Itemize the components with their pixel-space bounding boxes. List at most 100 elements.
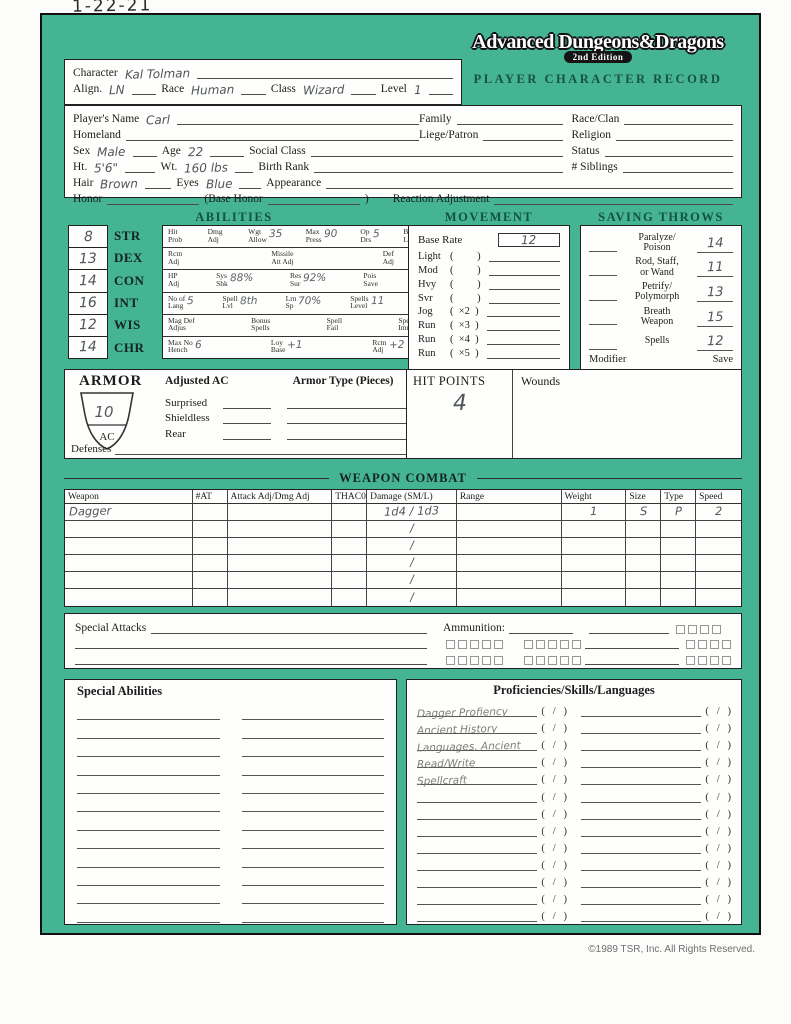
blank-line	[75, 637, 427, 649]
save-value: 13	[706, 284, 724, 301]
weapon-cell	[626, 572, 662, 589]
blank-line	[326, 177, 419, 189]
int-score: 16	[69, 293, 107, 315]
blank-line	[622, 161, 733, 173]
weapon-cell	[696, 572, 741, 589]
weapon-cell	[227, 555, 333, 572]
blank-line	[241, 904, 384, 923]
checkbox	[494, 640, 503, 649]
blank-line	[241, 757, 384, 776]
blank-line	[77, 868, 220, 886]
blank-line	[488, 294, 560, 304]
movement-row: Svr( )	[418, 290, 560, 304]
blank-line	[145, 177, 172, 189]
weapon-cell	[227, 538, 333, 555]
blank-line	[241, 702, 384, 721]
checkbox	[536, 640, 545, 649]
lrn-sp-label: Lrn Sp	[285, 293, 297, 311]
checkbox	[710, 655, 719, 665]
col-size: Size	[626, 490, 662, 504]
biography-box: Player's Name Carl Homeland Sex Male Age…	[64, 105, 742, 205]
weapon-cell	[626, 555, 662, 572]
blank-line	[241, 886, 384, 905]
ability-score-column: 8 13 14 16 12 14	[68, 225, 108, 359]
players-name-value: Carl	[146, 112, 171, 128]
movement-row: Jog( ×2 )	[418, 304, 560, 318]
weapon-cell	[696, 589, 741, 606]
players-name-label: Player's Name	[73, 113, 140, 125]
col-damage: Damage (SM/L)	[367, 490, 457, 504]
movement-row: Hvy( )	[418, 276, 560, 290]
blank-line	[604, 145, 733, 157]
blank-line	[239, 177, 262, 189]
height-value: 5'6"	[94, 160, 119, 176]
blank-line	[210, 145, 245, 157]
checkbox	[494, 655, 503, 665]
weapon-cell	[192, 538, 228, 555]
character-label: Character	[73, 67, 118, 79]
ac-shield-icon: 10 AC	[80, 392, 134, 450]
weapon-damage-cell: /	[367, 589, 457, 606]
col-weight: Weight	[561, 490, 627, 504]
checkbox-group	[443, 640, 503, 649]
weapon-cell	[626, 521, 662, 538]
proficiency-row: ( / )	[417, 837, 567, 854]
blank-line	[75, 653, 427, 665]
special-abilities-column	[241, 702, 384, 923]
chr-detail-row: Max No Hench 6 Loy Base +1 Rctn Adj +2	[163, 337, 439, 358]
modifier-label: Modifier	[589, 353, 627, 365]
adjusted-ac-label: Adjusted AC	[165, 375, 229, 387]
armor-title: ARMOR	[79, 373, 143, 389]
special-attacks-label: Special Attacks	[75, 621, 147, 634]
no-lang-label: No of Lang	[168, 293, 186, 311]
race-clan-label: Race/Clan	[571, 113, 620, 125]
op-drs-label: Op Drs	[360, 227, 372, 244]
blank-line	[287, 412, 413, 424]
base-honor-close: )	[364, 193, 369, 205]
blank-line	[125, 161, 156, 173]
blank-line	[310, 145, 419, 157]
weapon-cell	[227, 504, 333, 521]
blank-line	[132, 145, 157, 157]
weapon-damage-cell: /	[367, 572, 457, 589]
base-honor-label: (Base Honor	[204, 193, 263, 205]
weapon-cell	[456, 572, 562, 589]
weapon-cell	[696, 555, 741, 572]
weapon-cell	[192, 572, 228, 589]
lrn-sp-value: 70%	[298, 294, 322, 307]
blank-line	[241, 776, 384, 794]
weapon-name-cell: Dagger	[65, 504, 193, 521]
blank-line	[419, 145, 564, 157]
checkbox	[458, 655, 467, 665]
blank-line	[486, 321, 560, 332]
blank-line	[77, 886, 220, 905]
weapon-cell	[65, 538, 193, 555]
proficiency-row: Ancient History( / )	[416, 722, 567, 737]
character-record-sheet: Advanced Dungeons&Dragons 2nd Edition PL…	[40, 13, 761, 935]
con-label: CON	[114, 272, 145, 288]
hit-points-title: HIT POINTS	[413, 374, 486, 388]
saving-throws-box: Paralyze/ Poison 14 Rod, Staff, or Wand …	[580, 225, 742, 371]
proficiency-row: ( / )	[417, 888, 567, 906]
weapon-cell	[65, 521, 193, 538]
weapon-damage-cell: /	[367, 538, 457, 555]
checkbox	[482, 640, 491, 649]
sex-label: Sex	[73, 145, 91, 157]
weapon-cell	[192, 555, 228, 572]
spells-level-value: 11	[370, 294, 385, 307]
eyes-label: Eyes	[176, 177, 199, 189]
sex-value: Male	[97, 144, 126, 160]
checkbox	[548, 640, 557, 649]
social-class-label: Social Class	[249, 145, 306, 157]
weapon-cell	[456, 555, 562, 572]
spell-fail-label: Spell Fail	[326, 315, 343, 333]
proficiency-entry: Ancient History	[416, 722, 498, 737]
chr-score: 14	[78, 339, 98, 356]
def-adj-label: Def Adj	[382, 249, 394, 266]
col-speed: Speed	[696, 490, 741, 504]
weapon-cell	[456, 504, 562, 521]
blank-line	[77, 720, 220, 739]
checkbox	[446, 640, 455, 649]
blank-line	[588, 623, 669, 634]
checkbox-group	[443, 655, 503, 665]
